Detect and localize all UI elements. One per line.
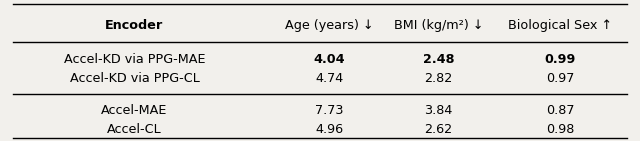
Text: Accel-KD via PPG-MAE: Accel-KD via PPG-MAE (63, 53, 205, 66)
Text: 0.97: 0.97 (546, 72, 574, 85)
Text: 0.87: 0.87 (546, 104, 574, 117)
Text: 0.98: 0.98 (546, 123, 574, 136)
Text: 2.82: 2.82 (424, 72, 452, 85)
Text: Accel-CL: Accel-CL (107, 123, 162, 136)
Text: 0.99: 0.99 (544, 53, 576, 66)
Text: 3.84: 3.84 (424, 104, 452, 117)
Text: 2.48: 2.48 (422, 53, 454, 66)
Text: 4.04: 4.04 (314, 53, 346, 66)
Text: 4.96: 4.96 (316, 123, 344, 136)
Text: Encoder: Encoder (105, 19, 164, 32)
Text: Accel-MAE: Accel-MAE (101, 104, 168, 117)
Text: Biological Sex ↑: Biological Sex ↑ (508, 19, 612, 32)
Text: Age (years) ↓: Age (years) ↓ (285, 19, 374, 32)
Text: Accel-KD via PPG-CL: Accel-KD via PPG-CL (70, 72, 199, 85)
Text: 7.73: 7.73 (316, 104, 344, 117)
Text: BMI (kg/m²) ↓: BMI (kg/m²) ↓ (394, 19, 483, 32)
Text: 4.74: 4.74 (316, 72, 344, 85)
Text: 2.62: 2.62 (424, 123, 452, 136)
